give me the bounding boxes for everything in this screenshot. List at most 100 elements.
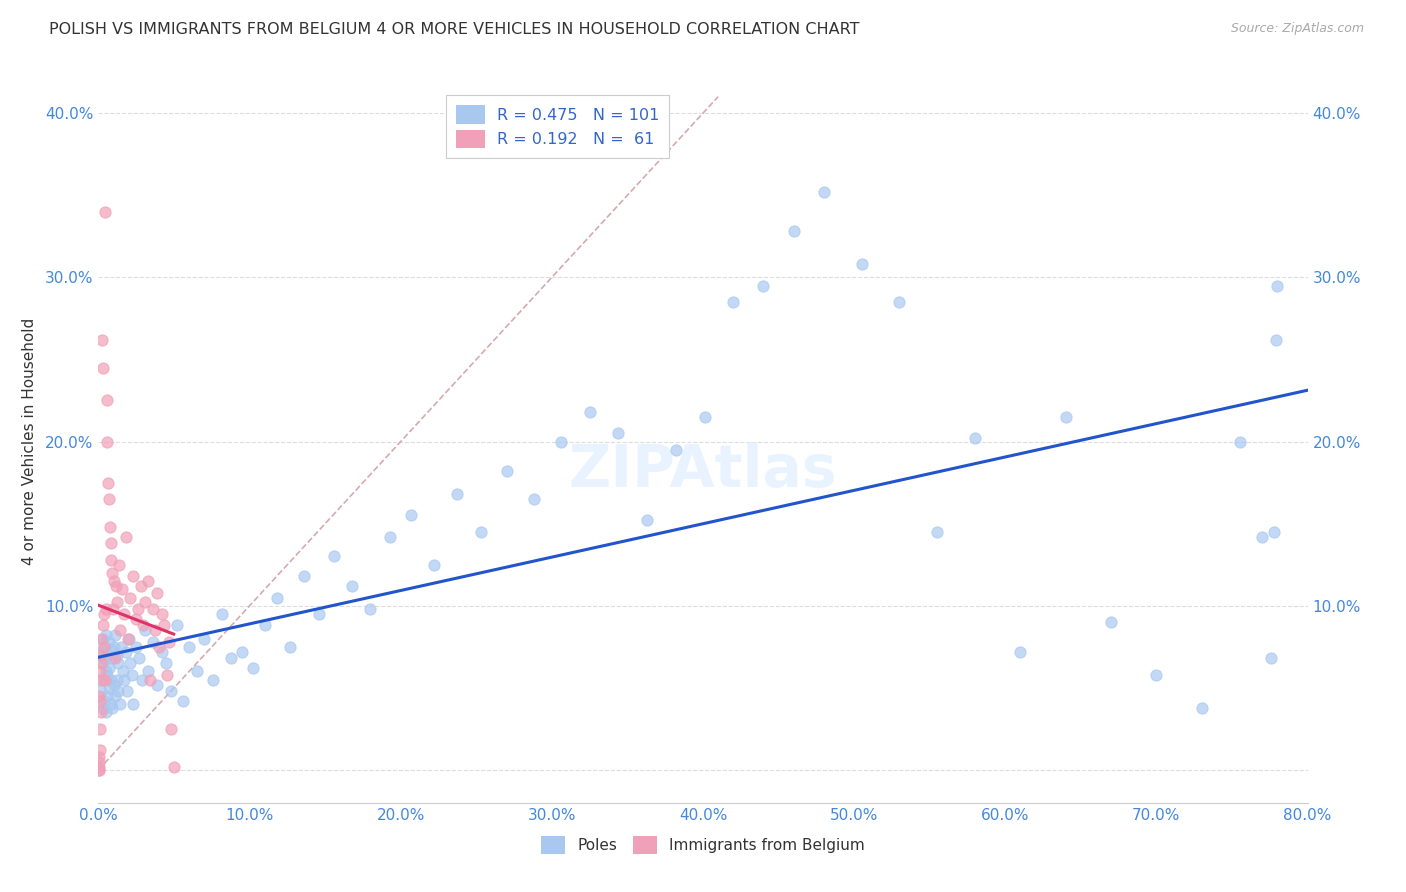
Point	[96, 689, 118, 703]
Point	[91, 657, 114, 671]
Point	[193, 632, 215, 646]
Point	[146, 677, 169, 691]
Point	[90, 706, 112, 720]
Point	[125, 640, 148, 654]
Point	[423, 558, 446, 572]
Point	[342, 579, 364, 593]
Point	[112, 607, 135, 621]
Point	[105, 673, 128, 687]
Point	[127, 602, 149, 616]
Point	[1260, 651, 1282, 665]
Point	[115, 684, 138, 698]
Point	[121, 667, 143, 681]
Point	[1054, 409, 1077, 424]
Point	[163, 760, 186, 774]
Point	[93, 640, 115, 654]
Point	[107, 684, 129, 698]
Point	[94, 602, 117, 616]
Point	[89, 694, 111, 708]
Point	[91, 333, 114, 347]
Point	[104, 579, 127, 593]
Point	[100, 643, 122, 657]
Point	[323, 549, 346, 564]
Point	[100, 698, 122, 712]
Point	[114, 645, 136, 659]
Point	[783, 224, 806, 238]
Point	[101, 700, 124, 714]
Point	[160, 684, 183, 698]
Point	[813, 185, 835, 199]
Point	[132, 618, 155, 632]
Point	[253, 618, 276, 632]
Point	[851, 257, 873, 271]
Point	[495, 464, 517, 478]
Point	[266, 591, 288, 605]
Point	[693, 409, 716, 424]
Point	[1251, 530, 1274, 544]
Point	[96, 667, 118, 681]
Point	[98, 635, 121, 649]
Point	[134, 595, 156, 609]
Point	[96, 393, 118, 408]
Point	[94, 665, 117, 679]
Point	[94, 673, 117, 687]
Point	[90, 684, 112, 698]
Point	[93, 694, 115, 708]
Point	[110, 640, 132, 654]
Point	[186, 665, 208, 679]
Point	[360, 602, 382, 616]
Point	[91, 700, 114, 714]
Point	[98, 681, 121, 695]
Point	[131, 673, 153, 687]
Point	[1144, 667, 1167, 681]
Point	[90, 632, 112, 646]
Point	[128, 651, 150, 665]
Point	[98, 491, 121, 506]
Point	[96, 648, 118, 662]
Point	[111, 665, 134, 679]
Point	[148, 640, 170, 654]
Point	[166, 618, 188, 632]
Point	[94, 628, 117, 642]
Point	[89, 743, 111, 757]
Point	[93, 640, 115, 654]
Point	[179, 640, 201, 654]
Point	[550, 434, 572, 449]
Point	[91, 618, 114, 632]
Point	[155, 657, 177, 671]
Point	[98, 520, 121, 534]
Point	[103, 677, 125, 691]
Point	[292, 569, 315, 583]
Point	[142, 635, 165, 649]
Point	[231, 645, 253, 659]
Point	[103, 640, 125, 654]
Point	[1010, 645, 1032, 659]
Point	[636, 513, 658, 527]
Point	[143, 624, 166, 638]
Point	[242, 661, 264, 675]
Point	[446, 487, 468, 501]
Point	[211, 607, 233, 621]
Point	[107, 657, 129, 671]
Point	[150, 645, 173, 659]
Point	[89, 689, 111, 703]
Point	[89, 763, 111, 777]
Point	[146, 585, 169, 599]
Y-axis label: 4 or more Vehicles in Household: 4 or more Vehicles in Household	[21, 318, 37, 566]
Point	[117, 632, 139, 646]
Point	[100, 553, 122, 567]
Point	[280, 640, 302, 654]
Point	[607, 426, 630, 441]
Point	[139, 673, 162, 687]
Point	[89, 722, 111, 736]
Point	[103, 574, 125, 588]
Point	[107, 558, 129, 572]
Point	[111, 582, 134, 597]
Point	[1099, 615, 1122, 630]
Point	[125, 612, 148, 626]
Point	[90, 657, 112, 671]
Point	[401, 508, 423, 523]
Point	[927, 524, 949, 539]
Point	[122, 698, 145, 712]
Point	[523, 491, 546, 506]
